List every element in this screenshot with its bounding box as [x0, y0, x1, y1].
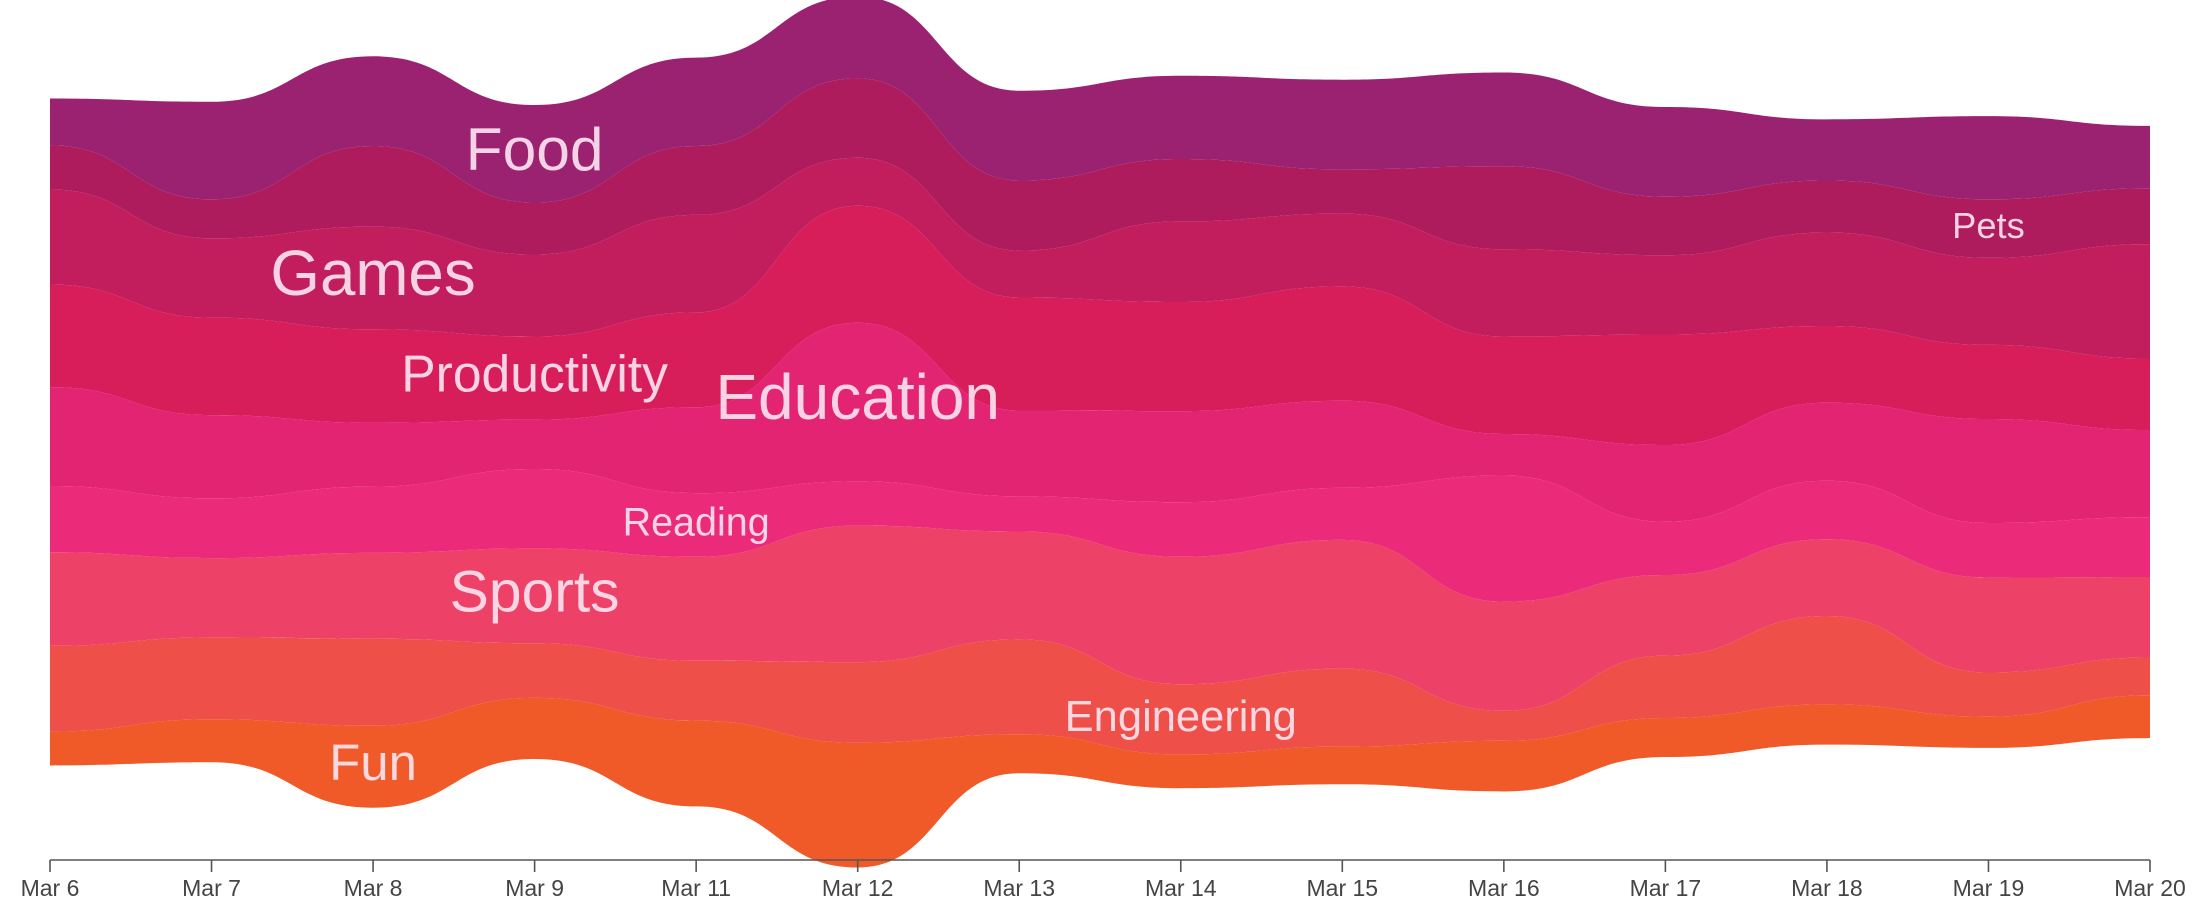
layer-label-food: Food	[466, 115, 604, 183]
x-tick-label: Mar 14	[1145, 875, 1217, 900]
stream-layer-pets	[50, 78, 2150, 258]
x-tick-label: Mar 19	[1953, 875, 2025, 900]
stream-layer-fun	[50, 695, 2150, 868]
x-tick-label: Mar 17	[1630, 875, 1702, 900]
layer-label-sports: Sports	[450, 559, 620, 624]
layer-label-education: Education	[715, 361, 1000, 433]
x-tick-label: Mar 16	[1468, 875, 1540, 900]
stream-layer-education	[50, 322, 2150, 523]
stream-layer-engineering	[50, 615, 2150, 755]
stream-layer-games	[50, 157, 2150, 359]
layer-label-productivity: Productivity	[401, 345, 668, 403]
layer-label-reading: Reading	[623, 500, 770, 544]
layer-label-engineering: Engineering	[1065, 693, 1297, 741]
x-tick-label: Mar 7	[182, 875, 241, 900]
x-tick-label: Mar 15	[1307, 875, 1379, 900]
stream-layer-reading	[50, 469, 2150, 602]
stream-layer-sports	[50, 525, 2150, 711]
x-tick-label: Mar 6	[21, 875, 80, 900]
x-axis: Mar 6 Mar 7 Mar 8 Mar 9 Mar 11 Mar 12 Mar 13 Ma…	[21, 859, 2186, 900]
layer-label-games: Games	[270, 238, 475, 309]
stream-layer-productivity	[50, 205, 2150, 445]
x-tick-label: Mar 11	[661, 875, 731, 900]
layer-label-pets: Pets	[1952, 205, 2025, 246]
x-tick-label: Mar 12	[822, 875, 894, 900]
x-tick-label: Mar 18	[1791, 875, 1863, 900]
stream-layer-food	[50, 0, 2150, 203]
layer-label-fun: Fun	[329, 734, 417, 791]
x-tick-label: Mar 9	[505, 875, 564, 900]
x-tick-label: Mar 20	[2114, 875, 2186, 900]
stream-layers	[50, 0, 2150, 868]
x-tick-label: Mar 13	[983, 875, 1055, 900]
x-tick-label: Mar 8	[344, 875, 403, 900]
